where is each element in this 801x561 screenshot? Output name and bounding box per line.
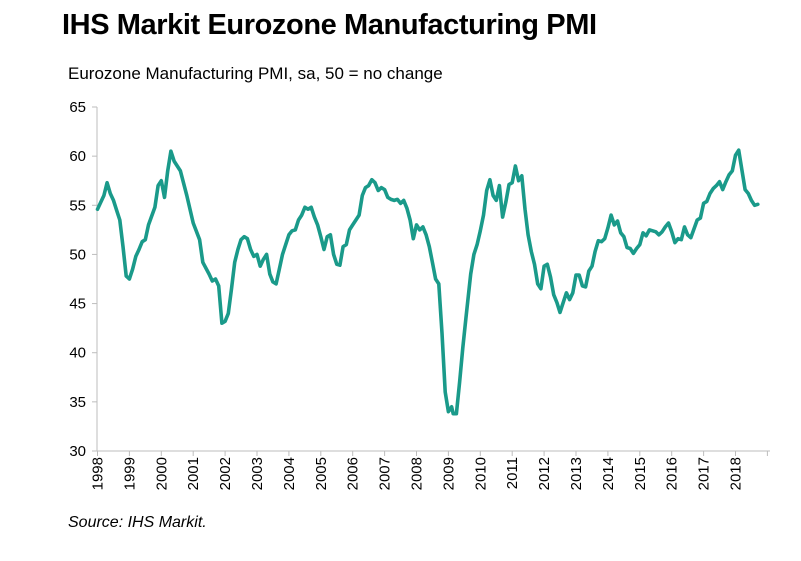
x-tick-label: 2017 [696,457,713,490]
y-tick-label: 50 [69,246,86,263]
x-tick-label: 2012 [536,457,553,490]
x-tick-label: 2006 [345,457,362,490]
y-tick-label: 35 [69,394,86,411]
pmi-line-chart: 30 35 40 45 50 55 60 65 1998 1999 2000 2001 2002 200… [69,99,770,490]
x-tick-label: 2011 [504,457,521,489]
x-tick-label: 2001 [185,457,202,490]
source-note: Source: IHS Markit. [68,514,207,531]
x-tick-label: 2015 [632,457,649,490]
x-tick-label: 2008 [409,457,426,490]
y-tick-label: 30 [69,443,86,460]
y-tick-label: 65 [69,99,86,116]
x-tick-label: 2002 [217,457,234,490]
y-tick-label: 40 [69,345,86,362]
x-tick-label: 2003 [249,457,266,490]
x-tick-label: 1999 [121,457,138,490]
series-layer [95,148,760,416]
y-tick-label: 55 [69,197,86,214]
x-tick-label: 2004 [281,457,298,490]
x-tick-label: 2013 [568,457,585,490]
chart-title: IHS Markit Eurozone Manufacturing PMI [62,9,597,41]
y-tick-label: 60 [69,148,86,165]
x-tick-label: 2010 [472,457,489,490]
pmi-series-line [95,148,760,416]
x-tick-label: 2018 [728,457,745,490]
chart-subtitle: Eurozone Manufacturing PMI, sa, 50 = no … [68,64,443,83]
x-axis: 1998 1999 2000 2001 2002 2003 2004 2005 2006 2007… [90,450,770,490]
x-tick-label: 2009 [440,457,457,490]
x-tick-label: 2016 [664,457,681,490]
x-tick-label: 2014 [600,457,617,490]
y-tick-label: 45 [69,296,86,313]
x-tick-label: 2005 [313,457,330,490]
x-tick-label: 2007 [377,457,394,490]
y-axis: 30 35 40 45 50 55 60 65 [69,99,98,460]
x-tick-label: 2000 [153,457,170,490]
x-tick-label: 1998 [90,457,107,490]
